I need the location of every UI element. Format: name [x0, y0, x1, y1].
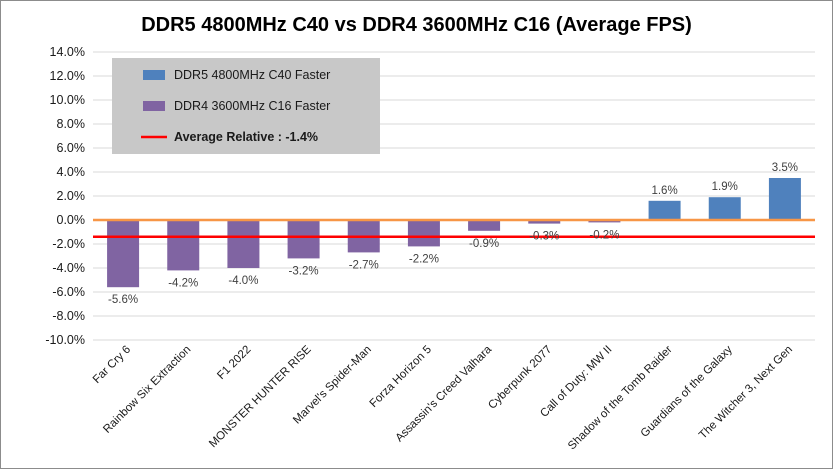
legend-swatch	[143, 101, 165, 111]
y-tick-label: -6.0%	[52, 285, 85, 299]
data-label: 3.5%	[772, 162, 798, 174]
x-tick-label: Cyberpunk 2077	[486, 344, 554, 412]
data-label: -3.2%	[289, 265, 319, 277]
bar	[648, 200, 681, 220]
data-label: -0.3%	[529, 231, 559, 243]
x-tick-label: MONSTER HUNTER RISE	[207, 343, 314, 450]
legend-label: Average Relative : -1.4%	[174, 130, 318, 144]
data-label: -4.0%	[228, 275, 258, 287]
y-tick-label: 8.0%	[57, 117, 86, 131]
y-tick-label: 10.0%	[50, 93, 85, 107]
bar	[167, 220, 200, 271]
bar	[287, 220, 320, 259]
legend-label: DDR5 4800MHz C40 Faster	[174, 68, 330, 82]
data-label: -0.2%	[589, 229, 619, 241]
bar	[768, 178, 801, 220]
y-tick-label: -2.0%	[52, 237, 85, 251]
y-tick-label: 4.0%	[57, 165, 86, 179]
x-tick-label: Shadow of the Tomb Raider	[566, 344, 675, 453]
y-tick-label: 12.0%	[50, 69, 85, 83]
data-label: -0.9%	[469, 238, 499, 250]
y-tick-label: 14.0%	[50, 45, 85, 59]
data-label: -4.2%	[168, 277, 198, 289]
y-tick-label: -10.0%	[45, 333, 85, 347]
data-label: -2.2%	[409, 253, 439, 265]
bar	[407, 220, 440, 247]
y-tick-label: 2.0%	[57, 189, 86, 203]
y-tick-label: 6.0%	[57, 141, 86, 155]
legend-swatch	[143, 70, 165, 80]
y-tick-label: -8.0%	[52, 309, 85, 323]
data-label: -2.7%	[349, 259, 379, 271]
x-tick-label: Far Cry 6	[91, 344, 133, 386]
chart-title: DDR5 4800MHz C40 vs DDR4 3600MHz C16 (Av…	[141, 14, 692, 36]
legend-label: DDR4 3600MHz C16 Faster	[174, 99, 330, 113]
x-tick-label: Forza Horizon 5	[368, 344, 434, 410]
x-tick-label: F1 2022	[215, 344, 253, 382]
bar	[107, 220, 140, 288]
data-label: -5.6%	[108, 294, 138, 306]
bar	[468, 220, 501, 231]
bar	[708, 197, 741, 220]
data-label: 1.9%	[712, 181, 738, 193]
data-label: 1.6%	[651, 185, 677, 197]
y-tick-label: -4.0%	[52, 261, 85, 275]
bar	[227, 220, 260, 268]
bar	[528, 220, 561, 224]
x-tick-label: Assassin's Creed Valhara	[393, 343, 494, 444]
y-tick-label: 0.0%	[57, 213, 86, 227]
